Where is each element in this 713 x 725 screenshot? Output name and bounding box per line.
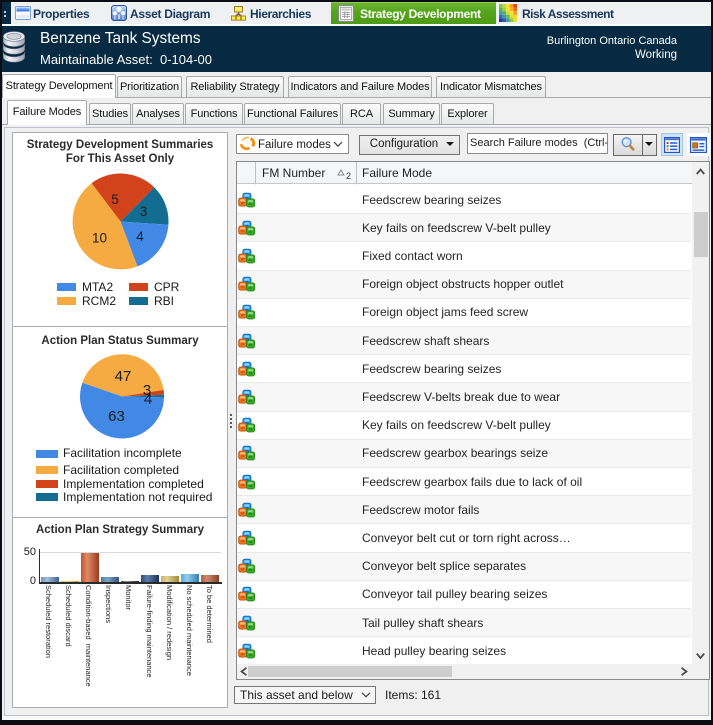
svg-text:4: 4: [144, 391, 152, 408]
svg-text:4: 4: [136, 229, 144, 244]
svg-text:63: 63: [108, 408, 125, 425]
svg-text:3: 3: [143, 382, 151, 399]
svg-text:3: 3: [140, 204, 148, 219]
svg-text:5: 5: [111, 192, 119, 207]
svg-text:10: 10: [92, 231, 107, 246]
svg-text:47: 47: [115, 368, 132, 385]
